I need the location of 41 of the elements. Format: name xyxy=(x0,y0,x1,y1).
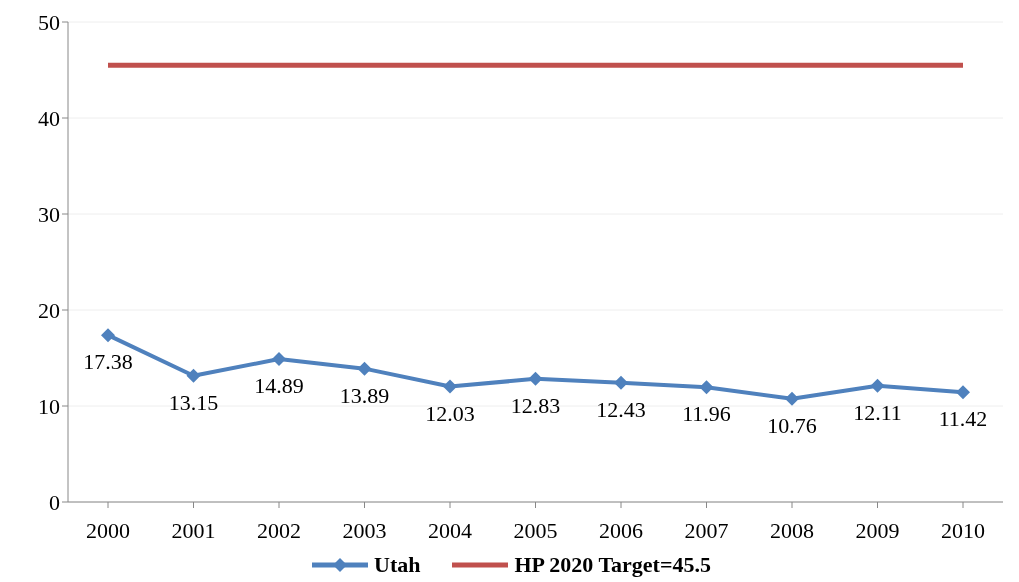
point xyxy=(785,391,799,406)
point xyxy=(272,352,286,367)
data-label: 11.96 xyxy=(682,401,731,427)
data-label: 13.89 xyxy=(339,382,390,408)
x-tick-label: 2005 xyxy=(513,517,558,543)
data-label: 13.15 xyxy=(168,389,219,415)
x-tick-label: 2010 xyxy=(941,517,985,543)
point xyxy=(101,328,115,343)
x-tick-label: 2003 xyxy=(342,517,387,543)
point xyxy=(528,371,543,386)
x-tick-label: 2002 xyxy=(257,517,301,543)
legend-label: Utah xyxy=(373,552,421,578)
data-label: 17.38 xyxy=(83,349,133,375)
y-tick-label: 30 xyxy=(38,201,60,227)
data-label: 11.42 xyxy=(938,406,988,432)
data-label: 12.83 xyxy=(510,392,561,418)
point xyxy=(443,379,457,394)
x-tick-label: 2006 xyxy=(599,517,643,543)
point xyxy=(699,380,714,395)
data-label: 12.43 xyxy=(596,396,646,422)
data-label: 10.76 xyxy=(767,412,817,438)
x-tick-label: 2004 xyxy=(428,517,472,543)
data-label: 12.11 xyxy=(853,399,902,425)
y-tick-label: 50 xyxy=(38,9,60,35)
point xyxy=(186,368,201,383)
y-tick-label: 20 xyxy=(38,297,60,323)
y-tick-label: 40 xyxy=(38,105,60,131)
y-tick-label: 0 xyxy=(49,489,60,515)
data-label: 12.03 xyxy=(425,400,475,426)
point xyxy=(956,385,970,400)
point xyxy=(614,375,628,390)
point xyxy=(870,378,885,393)
x-tick-label: 2007 xyxy=(684,517,729,543)
x-tick-label: 2001 xyxy=(171,517,216,543)
data-label: 14.89 xyxy=(254,373,304,399)
y-tick-label: 10 xyxy=(38,393,60,419)
legend-label: HP 2020 Target=45.5 xyxy=(513,552,711,578)
point xyxy=(357,361,372,376)
x-tick-label: 2009 xyxy=(855,517,900,543)
x-tick-label: 2008 xyxy=(770,517,814,543)
x-tick-label: 2000 xyxy=(86,517,130,543)
